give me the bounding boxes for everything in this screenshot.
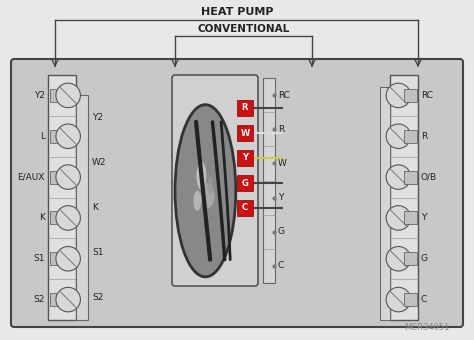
Bar	[390, 75, 418, 320]
Bar	[404, 211, 417, 224]
Text: CONVENTIONAL: CONVENTIONAL	[198, 24, 290, 34]
Text: C: C	[278, 261, 284, 270]
Text: R: R	[242, 103, 248, 113]
Circle shape	[56, 287, 81, 312]
Text: W: W	[240, 129, 250, 137]
Bar	[237, 175, 253, 191]
Circle shape	[386, 206, 410, 230]
Circle shape	[56, 246, 81, 271]
Bar	[237, 200, 253, 216]
Text: S1: S1	[34, 254, 45, 263]
Text: MCR34051: MCR34051	[405, 323, 450, 332]
FancyBboxPatch shape	[172, 75, 258, 286]
Bar	[404, 293, 417, 306]
Bar	[48, 75, 76, 320]
Text: G: G	[242, 178, 248, 187]
Text: E/AUX: E/AUX	[18, 173, 45, 182]
Text: S1: S1	[92, 248, 103, 257]
Circle shape	[56, 83, 81, 108]
Text: L: L	[40, 132, 45, 141]
Text: K: K	[39, 214, 45, 222]
Text: C: C	[421, 295, 427, 304]
Circle shape	[386, 83, 410, 108]
Circle shape	[386, 165, 410, 189]
Bar	[50, 130, 63, 143]
Bar	[404, 171, 417, 184]
Text: S2: S2	[92, 293, 103, 302]
Text: O/B: O/B	[421, 173, 437, 182]
Bar	[50, 211, 63, 224]
Text: W2: W2	[92, 158, 107, 167]
Circle shape	[56, 165, 81, 189]
Text: G: G	[278, 227, 285, 236]
Circle shape	[386, 124, 410, 149]
FancyBboxPatch shape	[11, 59, 463, 327]
Ellipse shape	[208, 177, 213, 195]
Text: RC: RC	[278, 90, 290, 100]
Text: Y2: Y2	[34, 91, 45, 100]
Bar	[380, 87, 390, 320]
Text: C: C	[242, 204, 248, 212]
Circle shape	[386, 246, 410, 271]
Bar	[404, 130, 417, 143]
Circle shape	[386, 287, 410, 312]
Bar	[76, 96, 88, 320]
Text: Y: Y	[242, 153, 248, 163]
Bar	[50, 293, 63, 306]
Text: S2: S2	[34, 295, 45, 304]
Bar	[404, 252, 417, 265]
Bar	[237, 125, 253, 141]
Ellipse shape	[196, 162, 206, 190]
Bar	[404, 89, 417, 102]
Circle shape	[56, 206, 81, 230]
Bar	[237, 100, 253, 116]
Ellipse shape	[175, 105, 236, 277]
Circle shape	[56, 124, 81, 149]
Text: Y: Y	[421, 214, 427, 222]
Ellipse shape	[201, 183, 214, 208]
Text: RC: RC	[421, 91, 433, 100]
Text: K: K	[92, 203, 98, 212]
Bar	[50, 89, 63, 102]
Text: W: W	[278, 159, 287, 168]
Text: G: G	[421, 254, 428, 263]
Text: Y2: Y2	[92, 113, 103, 122]
Ellipse shape	[193, 191, 201, 211]
Text: R: R	[278, 125, 284, 134]
Bar	[50, 171, 63, 184]
Bar	[50, 252, 63, 265]
Text: Y: Y	[278, 193, 283, 202]
Text: HEAT PUMP: HEAT PUMP	[201, 7, 273, 17]
Text: R: R	[421, 132, 427, 141]
Bar	[237, 150, 253, 166]
Bar	[263, 78, 275, 283]
